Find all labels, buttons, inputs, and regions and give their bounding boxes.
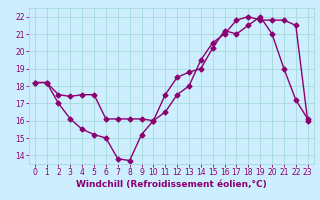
X-axis label: Windchill (Refroidissement éolien,°C): Windchill (Refroidissement éolien,°C): [76, 180, 267, 189]
